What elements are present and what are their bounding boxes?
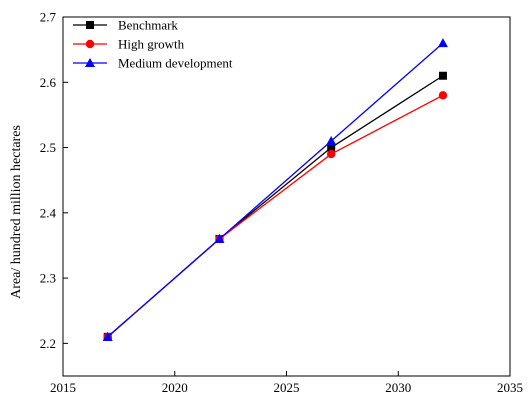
y-axis-title-group: Area/ hundred million hectares	[9, 125, 24, 299]
y-tick-label: 2.4	[40, 205, 57, 220]
x-tick-label: 2030	[385, 380, 411, 395]
legend-label-high-growth: High growth	[118, 37, 185, 52]
x-tick-label: 2015	[50, 380, 76, 395]
series-line-benchmark	[107, 75, 444, 338]
data-point-medium-development	[102, 331, 113, 341]
data-point-medium-development	[214, 233, 225, 243]
x-tick-label: 2020	[162, 380, 188, 395]
data-point-benchmark	[438, 71, 447, 80]
data-point-medium-development	[437, 38, 448, 48]
series-line-medium-development	[107, 42, 444, 338]
x-tick-label: 2035	[497, 380, 523, 395]
legend-marker-high-growth	[85, 39, 95, 49]
plot-frame	[62, 16, 511, 377]
data-point-benchmark	[327, 143, 336, 152]
y-tick-label: 2.7	[40, 10, 57, 25]
data-point-high-growth	[438, 91, 448, 100]
legend-label-medium-development: Medium development	[118, 56, 233, 71]
legend-label-benchmark: Benchmark	[118, 18, 178, 33]
data-point-high-growth	[327, 149, 336, 159]
series-line-high-growth	[107, 94, 444, 338]
y-tick-label: 2.5	[40, 140, 56, 155]
y-tick-label: 2.3	[40, 271, 56, 286]
x-tick-label: 2025	[274, 380, 300, 395]
y-tick-label: 2.2	[40, 336, 56, 351]
legend-marker-benchmark	[86, 21, 94, 29]
data-point-medium-development	[326, 136, 337, 146]
y-tick-label: 2.6	[40, 75, 57, 90]
y-axis-title: Area/ hundred million hectares	[9, 125, 24, 299]
legend-marker-medium-development	[85, 58, 95, 67]
